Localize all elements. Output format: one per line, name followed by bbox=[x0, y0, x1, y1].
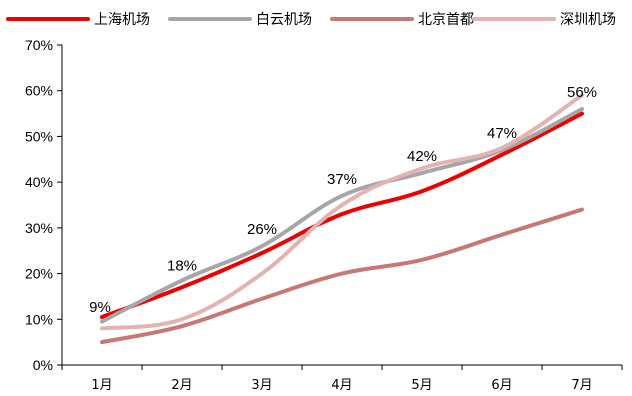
x-tick-label: 5月 bbox=[411, 378, 432, 393]
data-label: 37% bbox=[327, 171, 357, 188]
data-label: 9% bbox=[89, 299, 111, 316]
series-line-3 bbox=[100, 93, 584, 331]
x-axis: 1月 2月 3月 4月 5月 6月 7月 bbox=[61, 364, 623, 393]
y-tick-label: 20% bbox=[25, 266, 53, 282]
x-tick-label: 2月 bbox=[171, 378, 192, 393]
x-tick-label: 7月 bbox=[571, 378, 592, 393]
data-label: 47% bbox=[487, 125, 517, 142]
legend: 上海机场 白云机场 北京首都 深圳机场 bbox=[6, 12, 616, 28]
x-tick-label: 6月 bbox=[491, 378, 512, 393]
x-tick-label: 4月 bbox=[331, 378, 352, 393]
y-tick-label: 10% bbox=[25, 311, 53, 327]
y-tick-label: 30% bbox=[25, 220, 53, 236]
series-line-0 bbox=[100, 111, 584, 319]
data-label: 26% bbox=[247, 221, 277, 238]
legend-label: 上海机场 bbox=[94, 12, 150, 28]
annotations: 9% 18% 26% 37% 42% 47% 56% bbox=[89, 84, 597, 316]
series-line-1 bbox=[100, 107, 584, 324]
y-axis: 0% 10% 20% 30% 40% 50% 60% 70% bbox=[25, 37, 63, 373]
x-tick-label: 3月 bbox=[251, 378, 272, 393]
data-label: 42% bbox=[407, 148, 437, 165]
x-tick-label: 1月 bbox=[91, 378, 112, 393]
legend-label: 北京首都 bbox=[418, 12, 474, 28]
series-lines bbox=[100, 93, 584, 345]
legend-label: 白云机场 bbox=[256, 12, 312, 28]
y-tick-label: 50% bbox=[25, 128, 53, 144]
data-label: 18% bbox=[167, 258, 197, 275]
y-tick-label: 60% bbox=[25, 83, 53, 99]
legend-label: 深圳机场 bbox=[560, 12, 616, 28]
y-tick-label: 0% bbox=[33, 357, 53, 373]
data-label: 56% bbox=[567, 84, 597, 101]
y-tick-label: 70% bbox=[25, 37, 53, 53]
y-tick-label: 40% bbox=[25, 174, 53, 190]
series-line-2 bbox=[100, 207, 584, 345]
